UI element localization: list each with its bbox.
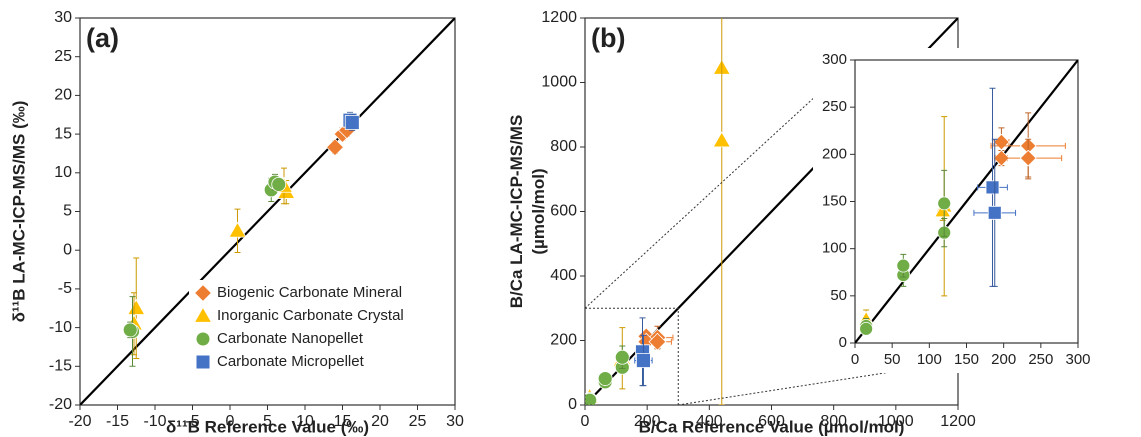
plot-frame: [79, 17, 456, 406]
y-tick-label: 50: [830, 287, 847, 304]
data-point: [228, 221, 247, 238]
y-tick-label: 300: [822, 51, 847, 68]
x-tick-label: 1200: [940, 413, 976, 430]
y-tick-label: -15: [49, 358, 72, 375]
x-tick-label: 100: [917, 351, 942, 368]
y-tick-label: 400: [550, 267, 577, 284]
data-point: [712, 131, 731, 148]
data-point: [859, 321, 874, 336]
data-point: [648, 332, 667, 351]
legend-marker: [195, 308, 211, 322]
y-tick-label: 200: [550, 332, 577, 349]
x-tick-label: 400: [696, 413, 723, 430]
y-tick-label: 10: [54, 164, 72, 181]
data-point: [585, 392, 598, 405]
x-tick-label: 0: [851, 351, 859, 368]
y-tick-label: 20: [54, 87, 72, 104]
y-tick-label: 600: [550, 203, 577, 220]
y-tick-label: 1000: [541, 74, 577, 91]
y-axis-label: B/Ca LA-MC-ICP-MS/MS (µmol/mol): [507, 115, 548, 309]
data-point: [614, 349, 630, 365]
legend-marker: [195, 285, 211, 301]
y-error-bar: [718, 18, 725, 405]
x-tick-label: 0: [581, 413, 590, 430]
y-tick-label: 25: [54, 48, 72, 65]
x-tick-label: 20: [371, 413, 389, 430]
legend-marker: [196, 332, 210, 346]
x-tick-label: 5: [263, 413, 272, 430]
zoom-line: [584, 59, 856, 309]
y-axis-label-line: B/Ca LA-MC-ICP-MS/MS: [507, 115, 526, 309]
y-axis-label-line: (µmol/mol): [529, 168, 548, 254]
one-to-one-line: [80, 18, 455, 405]
y-tick-label: 0: [839, 334, 847, 351]
inset-background: [813, 48, 1098, 373]
x-tick-label: 30: [446, 413, 464, 430]
data-point: [127, 299, 146, 315]
legend-label: Inorganic Carbonate Crystal: [217, 307, 404, 324]
x-axis-label: δ¹¹B Reference Value (‰): [166, 417, 369, 436]
data-point: [122, 322, 138, 338]
y-tick-label: 150: [822, 192, 847, 209]
plot-area: [80, 18, 455, 405]
y-tick-label: 0: [568, 396, 577, 413]
x-tick-label: 200: [634, 413, 661, 430]
legend-box: [189, 280, 445, 376]
data-point: [344, 115, 360, 130]
y-axis-label: δ¹¹B LA-MC-ICP-MS/MS (‰): [9, 101, 28, 323]
plot-area: [855, 60, 1078, 343]
x-tick-label: 200: [991, 351, 1016, 368]
panel-label: (a): [86, 23, 119, 53]
x-tick-label: 50: [884, 351, 901, 368]
y-tick-label: 800: [550, 138, 577, 155]
legend-label: Biogenic Carbonate Mineral: [217, 284, 402, 301]
x-tick-label: 800: [820, 413, 847, 430]
x-tick-label: 15: [334, 413, 352, 430]
data-point: [597, 371, 613, 386]
one-to-one-line: [855, 60, 1078, 343]
panel-label: (b): [591, 23, 625, 53]
x-tick-label: 300: [1065, 351, 1090, 368]
y-tick-label: -20: [49, 396, 72, 413]
x-tick-label: 10: [296, 413, 314, 430]
legend-label: Carbonate Micropellet: [217, 353, 365, 370]
legend-label: Carbonate Nanopellet: [217, 330, 364, 347]
data-point: [987, 205, 1002, 220]
x-tick-label: 0: [226, 413, 235, 430]
data-point: [896, 258, 911, 273]
y-tick-label: 200: [822, 145, 847, 162]
y-tick-label: 100: [822, 240, 847, 257]
x-tick-label: -10: [143, 413, 166, 430]
plot-frame: [854, 59, 1079, 344]
data-point: [937, 196, 952, 211]
x-tick-label: 600: [758, 413, 785, 430]
data-point: [326, 138, 344, 157]
y-tick-label: 0: [63, 241, 72, 258]
x-tick-label: 25: [409, 413, 427, 430]
x-tick-label: -20: [68, 413, 91, 430]
y-tick-label: 250: [822, 98, 847, 115]
data-point: [271, 177, 287, 192]
zoom-box: [584, 307, 679, 406]
x-tick-label: 1000: [878, 413, 914, 430]
legend-marker: [196, 355, 210, 369]
y-tick-label: -10: [49, 319, 72, 336]
x-axis-label: B/Ca Reference Value (µmol/mol): [639, 417, 905, 436]
x-tick-label: 150: [954, 351, 979, 368]
y-tick-label: 1200: [541, 9, 577, 26]
x-tick-label: 250: [1028, 351, 1053, 368]
y-tick-label: 15: [54, 125, 72, 142]
x-tick-label: -5: [185, 413, 199, 430]
data-point: [1019, 149, 1037, 167]
y-tick-label: 5: [63, 203, 72, 220]
x-tick-label: -15: [106, 413, 129, 430]
y-tick-label: 30: [54, 9, 72, 26]
y-tick-label: -5: [58, 280, 72, 297]
data-point: [636, 353, 651, 368]
data-point: [985, 180, 1000, 195]
